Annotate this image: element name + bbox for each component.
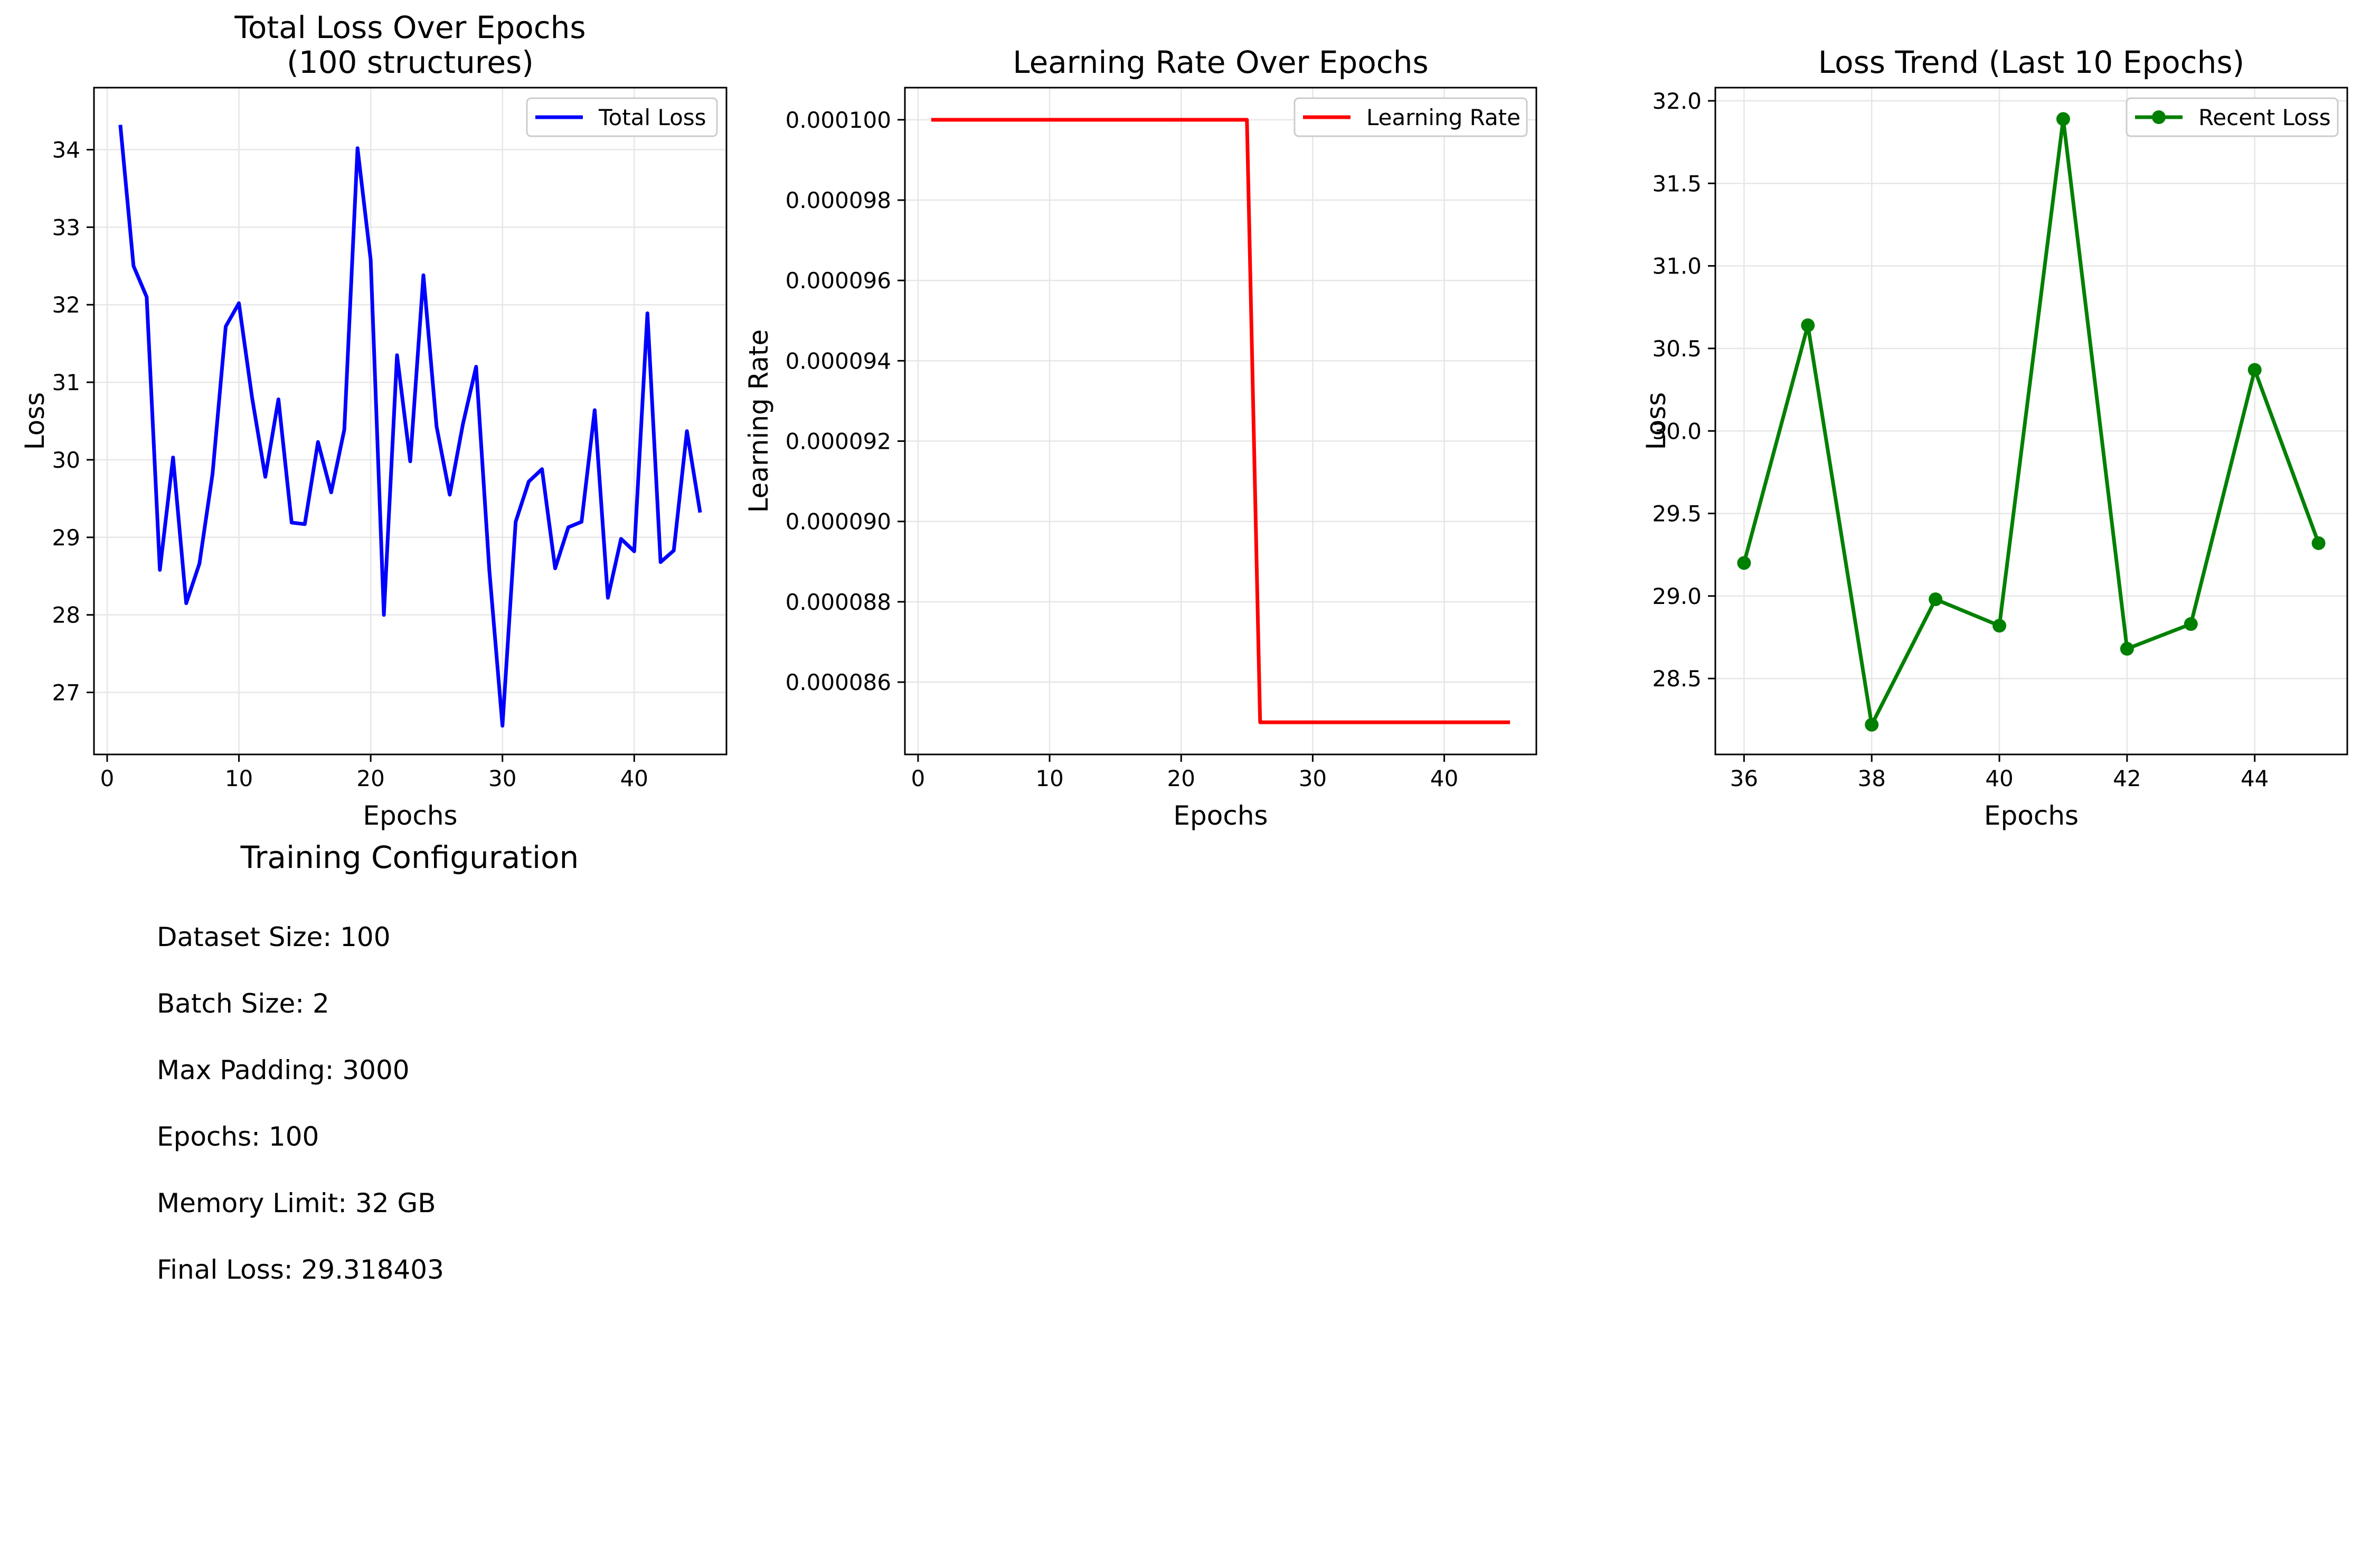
config-batch-size: Batch Size: 2	[157, 988, 329, 1019]
y-axis-label: Loss	[20, 392, 50, 450]
data-point	[1737, 556, 1751, 570]
legend: Learning Rate	[1293, 97, 1528, 137]
y-tick-label: 30	[52, 447, 80, 473]
chart-title: Learning Rate Over Epochs	[1013, 44, 1428, 80]
y-tick-label: 0.000098	[786, 187, 891, 213]
x-tick-label: 40	[1985, 766, 2013, 791]
y-tick-label: 32	[52, 292, 80, 318]
y-tick-label: 34	[52, 137, 80, 163]
x-tick-label: 10	[225, 766, 253, 791]
config-memory-limit: Memory Limit: 32 GB	[157, 1188, 436, 1218]
series-line	[118, 125, 702, 728]
data-point	[1801, 318, 1815, 333]
y-tick-label: 28.5	[1652, 666, 1702, 692]
chart-title: Total Loss Over Epochs	[234, 10, 585, 45]
x-axis-label: Epochs	[1173, 800, 1268, 831]
series-line	[1742, 117, 2320, 727]
chart-title: (100 structures)	[287, 44, 534, 80]
data-point	[2247, 363, 2262, 377]
axes-frame	[904, 87, 1537, 755]
x-axis-label: Epochs	[363, 800, 457, 831]
x-tick-label: 30	[488, 766, 516, 791]
y-tick-label: 0.000094	[786, 348, 891, 374]
y-tick-label: 0.000088	[786, 589, 891, 615]
y-tick-label: 0.000100	[786, 107, 891, 133]
config-title: Training Configuration	[240, 839, 579, 875]
legend-box	[1293, 97, 1528, 137]
y-tick-label: 30.5	[1652, 336, 1702, 362]
legend-marker	[2152, 110, 2166, 124]
y-axis-label: Loss	[1641, 392, 1671, 450]
y-tick-label: 0.000086	[786, 669, 891, 695]
x-axis-label: Epochs	[1984, 800, 2079, 831]
chart-1: 0 10 20 30 40 27 28 29 30 31 32 33 34 Epochs Loss Total…	[20, 10, 728, 831]
y-axis-label: Learning Rate	[743, 329, 774, 513]
data-point	[2184, 617, 2198, 631]
x-tick-label: 20	[356, 766, 384, 791]
axes-frame	[93, 87, 728, 755]
y-tick-label: 0.000092	[786, 429, 891, 455]
data-point	[2120, 641, 2134, 656]
y-tick-label: 0.000090	[786, 509, 891, 535]
legend-box	[2126, 97, 2339, 137]
chart-3: 36 38 40 42 44 28.5 29.0 29.5 30.0 30.5 31.0 31.5 32…	[1641, 44, 2348, 831]
chart-title: Loss Trend (Last 10 Epochs)	[1818, 44, 2244, 80]
x-tick-label: 0	[911, 766, 925, 791]
x-tick-label: 30	[1299, 766, 1327, 791]
legend: Total Loss	[526, 97, 718, 137]
x-tick-label: 42	[2113, 766, 2141, 791]
y-tick-label: 31	[52, 370, 80, 395]
x-tick-label: 20	[1167, 766, 1195, 791]
x-tick-label: 10	[1035, 766, 1063, 791]
y-tick-label: 31.0	[1652, 253, 1702, 279]
x-tick-label: 36	[1730, 766, 1758, 791]
x-tick-label: 38	[1858, 766, 1886, 791]
y-tick-label: 0.000096	[786, 268, 891, 294]
config-list: Dataset Size: 100 Batch Size: 2 Max Padd…	[157, 924, 444, 1323]
data-point	[1929, 592, 1943, 607]
legend: Recent Loss	[2126, 97, 2339, 137]
x-tick-label: 40	[1430, 766, 1458, 791]
y-tick-label: 29.5	[1652, 501, 1702, 527]
data-point	[1992, 619, 2007, 633]
config-epochs: Epochs: 100	[157, 1121, 319, 1152]
data-point	[1865, 717, 1879, 732]
chart-2: 0 10 20 30 40 0.000086 0.000088 0.000090 0.00009…	[743, 44, 1537, 831]
data-point	[2311, 536, 2326, 550]
y-tick-label: 31.5	[1652, 171, 1702, 196]
grid	[94, 88, 726, 754]
data-point	[2056, 112, 2070, 126]
config-max-padding: Max Padding: 3000	[157, 1055, 410, 1085]
y-tick-label: 30.0	[1652, 418, 1702, 444]
y-tick-label: 32.0	[1652, 88, 1702, 114]
config-final-loss: Final Loss: 29.318403	[157, 1254, 444, 1285]
y-tick-label: 33	[52, 214, 80, 240]
y-tick-label: 27	[52, 680, 80, 706]
series-line	[931, 118, 1510, 724]
legend-label: Learning Rate	[1366, 105, 1521, 130]
legend-label: Recent Loss	[2198, 105, 2331, 130]
x-tick-label: 0	[100, 766, 115, 791]
grid	[1715, 88, 2347, 754]
y-tick-label: 29	[52, 525, 80, 551]
grid	[905, 88, 1536, 754]
legend-box	[526, 97, 718, 137]
x-tick-label: 40	[620, 766, 648, 791]
y-tick-label: 28	[52, 602, 80, 628]
axes-frame	[1714, 87, 2348, 755]
config-dataset-size: Dataset Size: 100	[157, 922, 391, 952]
x-tick-label: 44	[2241, 766, 2269, 791]
y-tick-label: 29.0	[1652, 583, 1702, 609]
legend-label: Total Loss	[598, 105, 706, 130]
